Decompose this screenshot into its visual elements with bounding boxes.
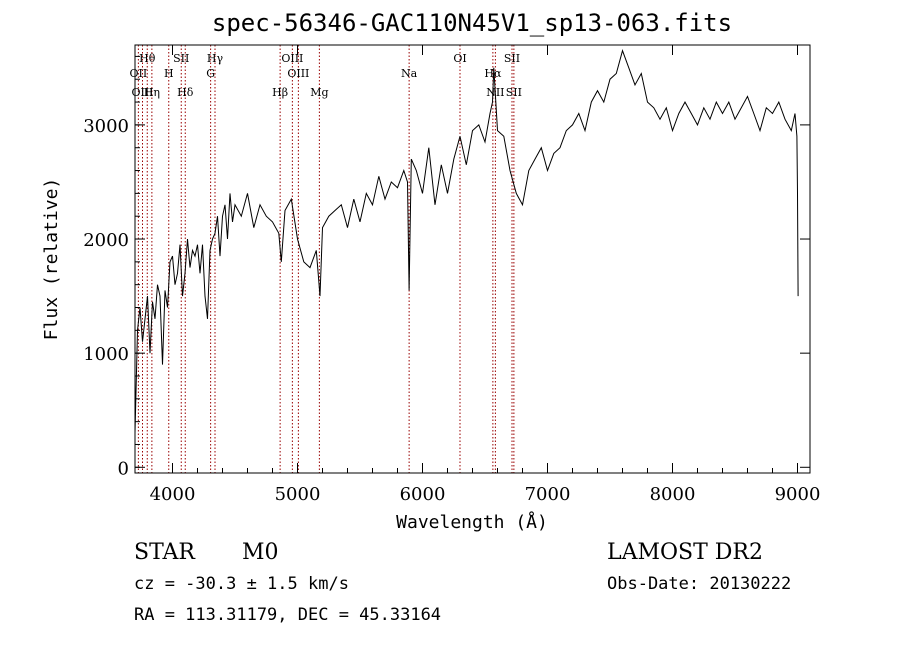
y-tick-label: 2000 xyxy=(83,230,129,251)
y-tick-label: 3000 xyxy=(83,116,129,137)
spectral-line-label: Hβ xyxy=(272,86,288,99)
object-subclass: M0 xyxy=(242,540,279,565)
spectral-line-label: G xyxy=(206,67,215,80)
spectral-line-labels: HθOIIOIIIHηHSIIHδHγGHβOIIIOIIIMgNaOIHαNI… xyxy=(130,52,522,99)
x-tick-label: 4000 xyxy=(150,484,196,505)
spectral-line-label: Hδ xyxy=(177,86,194,99)
spectral-line-label: SII xyxy=(504,52,520,65)
x-axis-ticks: 4000 5000 6000 7000 8000 9000 xyxy=(150,45,821,505)
redshift-velocity: cz = -30.3 ± 1.5 km/s xyxy=(134,574,349,594)
spectral-line-label: Mg xyxy=(310,86,328,99)
y-tick-label: 1000 xyxy=(83,344,129,365)
spectral-line-label: Hη xyxy=(144,86,160,99)
spectral-line-label: Na xyxy=(401,67,418,80)
observation-date: Obs-Date: 20130222 xyxy=(607,574,791,594)
survey-name: LAMOST DR2 xyxy=(607,540,763,565)
y-tick-label: 0 xyxy=(118,458,129,479)
plot-frame xyxy=(134,44,811,474)
x-tick-label: 5000 xyxy=(275,484,321,505)
spectral-line-label: OIII xyxy=(131,86,153,99)
spectral-line-label: OII xyxy=(130,67,148,80)
x-tick-label: 7000 xyxy=(525,484,571,505)
x-axis-label: Wavelength (Å) xyxy=(396,511,548,533)
x-tick-label: 6000 xyxy=(400,484,446,505)
x-tick-label: 8000 xyxy=(650,484,696,505)
spectral-line-label: OIII xyxy=(281,52,303,65)
x-tick-label: 9000 xyxy=(775,484,821,505)
spectral-line-label: H xyxy=(164,67,174,80)
spectral-line-label: Hθ xyxy=(139,52,156,65)
flux-series-line xyxy=(134,49,799,434)
chart-title: spec-56346-GAC110N45V1_sp13-063.fits xyxy=(212,9,732,37)
spectral-line-markers xyxy=(137,45,515,473)
spectral-line-label: OI xyxy=(453,52,466,65)
y-axis-ticks: 0 1000 2000 3000 xyxy=(83,55,810,479)
spectral-line-label: OIII xyxy=(287,67,309,80)
spectral-line-label: SII xyxy=(173,52,189,65)
y-axis-label: Flux (relative) xyxy=(41,178,62,341)
coordinates: RA = 113.31179, DEC = 45.33164 xyxy=(134,605,441,625)
spectral-line-label: SII xyxy=(506,86,522,99)
object-class: STAR xyxy=(134,540,196,565)
spectral-line-label: Hγ xyxy=(207,52,224,65)
